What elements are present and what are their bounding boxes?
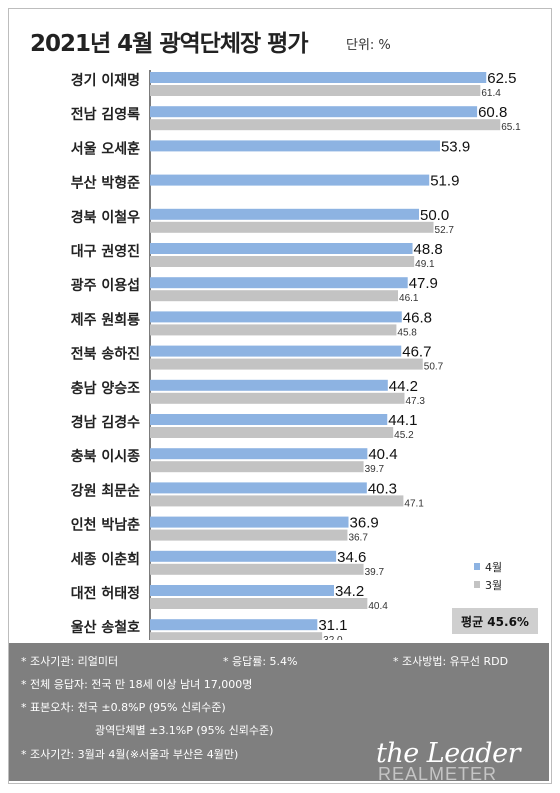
bar-april — [150, 311, 402, 323]
bar-april — [150, 174, 430, 186]
bar-march — [150, 495, 404, 507]
value-label-april: 51.9 — [430, 173, 459, 190]
value-label-april: 53.9 — [441, 138, 470, 155]
value-label-april: 44.2 — [389, 378, 418, 395]
bar-april — [150, 208, 419, 220]
bar-march — [150, 529, 348, 541]
category-label: 대구 권영진 — [71, 243, 140, 260]
bar-march — [150, 392, 405, 404]
bar-april — [150, 72, 487, 83]
note-method: * 조사방법: 유무선 RDD — [393, 655, 509, 668]
bar-april — [150, 516, 349, 528]
value-label-march: 65.1 — [501, 122, 521, 133]
category-label: 울산 송철호 — [71, 619, 140, 636]
category-label: 강원 최문순 — [71, 482, 140, 499]
the-leader-logo: the Leader — [376, 738, 520, 769]
note-period: * 조사기간: 3월과 4월(※서울과 부산은 4월만) — [21, 748, 239, 761]
value-label-march: 49.1 — [415, 259, 435, 270]
realmeter-watermark: REALMETER — [378, 764, 498, 784]
category-label: 경남 김경수 — [71, 414, 140, 431]
unit-label: 단위: % — [346, 38, 391, 53]
value-label-april: 46.7 — [402, 344, 431, 361]
value-label-april: 60.8 — [478, 104, 507, 121]
category-label: 부산 박형준 — [71, 175, 140, 192]
bar-march — [150, 324, 397, 336]
category-label: 경북 이철우 — [71, 209, 140, 226]
note-sampling-error: * 표본오차: 전국 ±0.8%P (95% 신뢰수준) — [21, 701, 226, 714]
bar-march — [150, 290, 399, 302]
bar-march — [150, 358, 423, 370]
legend-label-march: 3월 — [485, 579, 502, 592]
bar-april — [150, 345, 402, 357]
value-label-march: 39.7 — [365, 567, 385, 578]
value-label-april: 40.3 — [368, 480, 397, 497]
value-label-march: 50.7 — [424, 362, 444, 373]
bar-march — [150, 632, 323, 640]
category-label: 대전 허태정 — [71, 585, 140, 602]
bar-march — [150, 85, 481, 96]
notes-panel: * 조사기관: 리얼미터 * 응답률: 5.4% * 조사방법: 유무선 RDD… — [9, 643, 549, 781]
bar-march — [150, 563, 364, 575]
value-label-april: 62.5 — [487, 70, 516, 87]
legend-label-april: 4월 — [485, 561, 502, 574]
category-label: 세종 이춘희 — [71, 551, 140, 568]
note-sampling-error-regional: 광역단체별 ±3.1%P (95% 신뢰수준) — [95, 724, 274, 737]
bar-april — [150, 277, 408, 289]
value-label-april: 50.0 — [420, 207, 449, 224]
bar-march — [150, 256, 415, 267]
bar-april — [150, 482, 367, 494]
bar-april — [150, 243, 413, 254]
note-agency: * 조사기관: 리얼미터 — [21, 655, 119, 668]
note-response-rate: * 응답률: 5.4% — [223, 655, 298, 668]
value-label-april: 34.2 — [335, 583, 364, 600]
bar-april — [150, 140, 440, 152]
bar-april — [150, 414, 388, 425]
value-label-march: 45.2 — [394, 430, 414, 441]
legend-swatch-march — [474, 581, 480, 588]
value-label-march: 47.3 — [405, 396, 425, 407]
category-label: 경기 이재명 — [71, 72, 140, 89]
value-label-march: 52.7 — [435, 225, 455, 236]
value-label-march: 47.1 — [404, 498, 424, 509]
value-label-april: 36.9 — [350, 515, 379, 532]
value-label-march: 61.4 — [481, 88, 501, 99]
value-label-march: 45.8 — [397, 327, 417, 338]
chart-title: 2021년 4월 광역단체장 평가 — [30, 31, 308, 57]
bar-march — [150, 221, 434, 233]
value-label-april: 47.9 — [409, 275, 438, 292]
value-label-april: 31.1 — [318, 617, 347, 634]
value-label-april: 46.8 — [403, 309, 432, 326]
bar-march — [150, 598, 368, 609]
category-label: 충북 이시종 — [71, 448, 140, 465]
bar-april — [150, 619, 318, 631]
legend-swatch-april — [474, 563, 480, 570]
category-label: 서울 오세훈 — [71, 140, 140, 157]
category-label: 광주 이용섭 — [71, 277, 140, 294]
value-label-march: 40.4 — [368, 601, 388, 612]
bar-march — [150, 119, 501, 131]
category-label: 충남 양승조 — [71, 380, 140, 397]
note-respondents: * 전체 응답자: 전국 만 18세 이상 남녀 17,000명 — [21, 678, 253, 691]
bar-march — [150, 461, 364, 473]
average-box: 평균 45.6% — [452, 608, 538, 634]
value-label-april: 48.8 — [414, 241, 443, 258]
category-label: 제주 원희룡 — [71, 312, 140, 328]
value-label-april: 44.1 — [388, 412, 417, 429]
category-label: 인천 박남춘 — [71, 517, 140, 534]
bar-april — [150, 106, 478, 118]
bar-march — [150, 427, 394, 438]
bar-april — [150, 585, 334, 596]
value-label-march: 46.1 — [399, 293, 419, 304]
value-label-april: 40.4 — [368, 446, 397, 463]
value-label-march: 36.7 — [348, 533, 368, 544]
value-label-march: 39.7 — [365, 464, 385, 475]
value-label-march: 32.0 — [323, 635, 343, 640]
bar-april — [150, 379, 388, 391]
category-label: 전남 김영록 — [71, 106, 140, 123]
value-label-april: 34.6 — [337, 549, 366, 566]
bar-april — [150, 550, 337, 562]
category-label: 전북 송하진 — [71, 346, 140, 363]
bar-april — [150, 448, 368, 460]
bar-chart: 경기 이재명 62.561.4 전남 김영록 60.865.1 서울 오세훈 53.9 부산… — [71, 70, 521, 640]
